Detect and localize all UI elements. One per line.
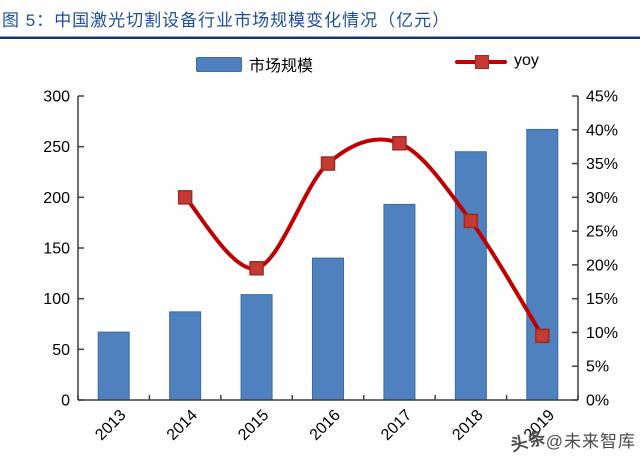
x-axis-label-2018: 2018: [449, 407, 486, 444]
bar-2018: [454, 151, 487, 401]
right-axis-label: 10%: [586, 325, 618, 342]
figure-title-text: 中国激光切割设备行业市场规模变化情况（亿元）: [54, 11, 451, 30]
watermark-prefix: 头条: [508, 427, 548, 456]
bar-swatch-icon: [196, 56, 242, 72]
right-axis-label: 20%: [586, 257, 618, 274]
left-axis-label: 300: [43, 89, 70, 106]
left-axis-label: 0: [61, 393, 70, 410]
x-axis-label-2015: 2015: [235, 407, 272, 444]
x-axis-label-2013: 2013: [92, 407, 129, 444]
yoy-marker-2017: [392, 136, 407, 151]
right-axis-label: 15%: [586, 291, 618, 308]
yoy-marker-2018: [463, 213, 479, 229]
left-axis-label: 250: [43, 139, 70, 156]
right-axis-label: 40%: [586, 122, 618, 139]
watermark: 头条@未来智库: [508, 427, 636, 455]
legend-label-market-size: 市场规模: [249, 58, 314, 75]
x-axis-label-2016: 2016: [307, 407, 344, 444]
left-axis-label: 150: [43, 241, 70, 258]
legend-item-yoy: yoy: [455, 52, 539, 70]
right-axis-label: 45%: [586, 89, 618, 106]
right-axis-label: 5%: [586, 359, 609, 376]
bar-2016: [312, 257, 344, 401]
legend-label-yoy: yoy: [514, 52, 539, 69]
yoy-marker-2014: [177, 190, 193, 205]
bar-2013: [97, 331, 130, 401]
left-axis-label: 100: [43, 291, 70, 308]
bar-2017: [383, 203, 416, 401]
chart-legend: 市场规模 yoy: [0, 0, 640, 80]
bar-2019: [526, 128, 559, 401]
line-swatch-icon: [455, 53, 507, 70]
figure-title: 图 5：中国激光切割设备行业市场规模变化情况（亿元）: [2, 6, 638, 31]
title-divider: [0, 36, 640, 39]
left-axis-label: 200: [43, 190, 70, 207]
bar-2014: [169, 311, 202, 401]
yoy-marker-2016: [320, 156, 336, 171]
left-axis-label: 50: [52, 342, 70, 359]
yoy-line: [183, 137, 545, 338]
right-axis-label: 35%: [586, 156, 618, 173]
figure-label: 图 5：: [2, 11, 55, 30]
watermark-suffix: @未来智库: [545, 432, 636, 451]
right-axis-label: 25%: [586, 224, 618, 241]
legend-item-market-size: 市场规模: [196, 52, 313, 76]
bar-2015: [240, 294, 273, 401]
yoy-marker-2015: [249, 261, 264, 276]
x-axis-label-2014: 2014: [164, 407, 201, 444]
x-axis-label-2017: 2017: [378, 407, 415, 444]
right-axis-label: 0%: [586, 393, 609, 410]
yoy-marker-2019: [535, 328, 550, 344]
right-axis-label: 30%: [586, 190, 618, 207]
